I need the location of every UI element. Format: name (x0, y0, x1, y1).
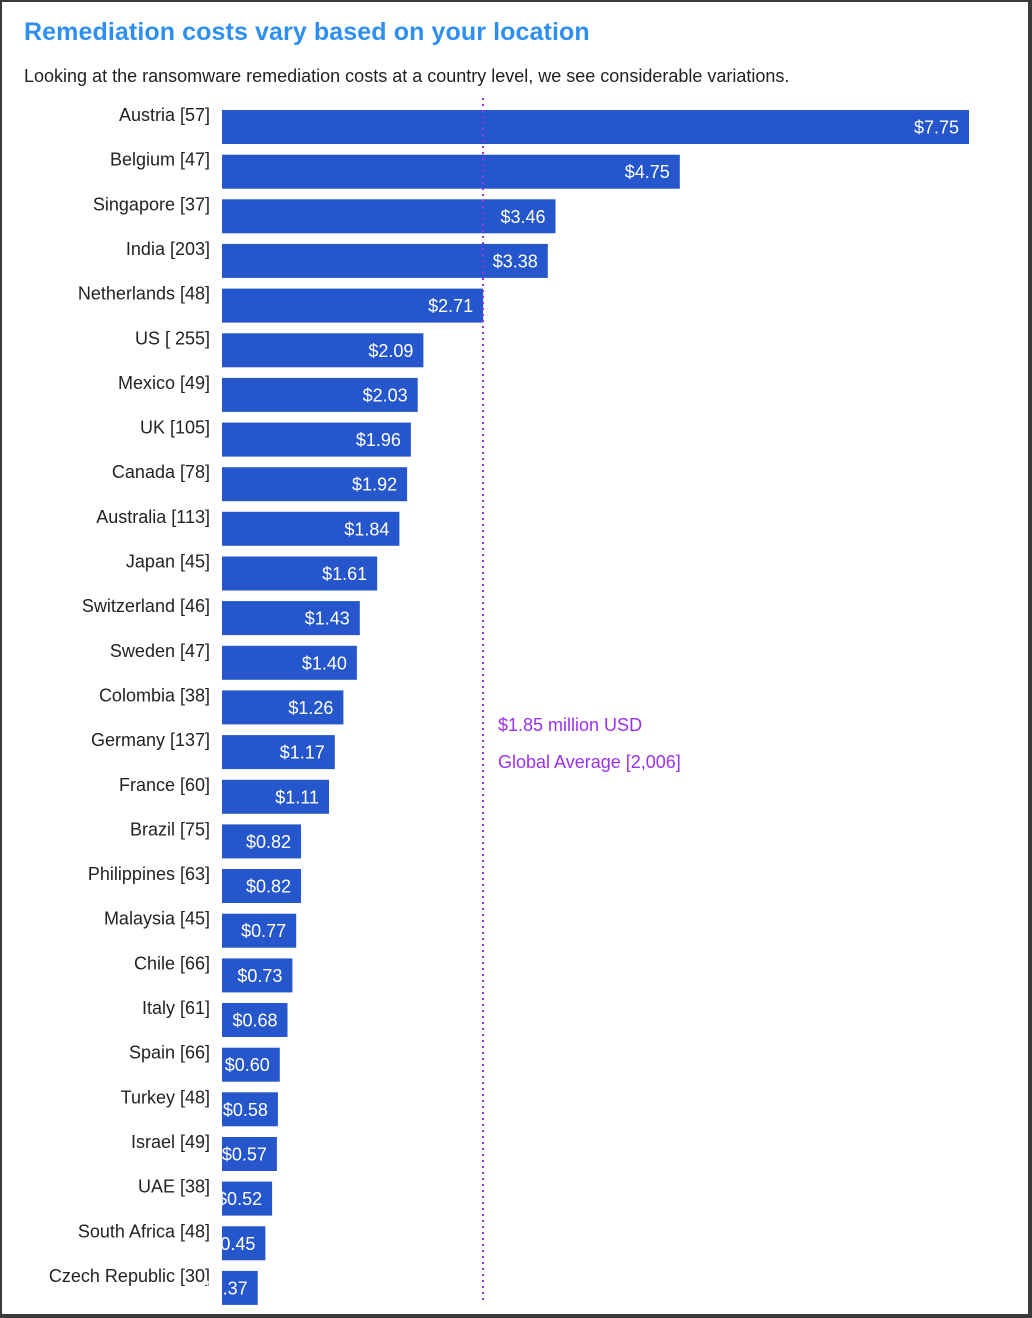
value-label-france: $1.11 (275, 787, 319, 807)
value-label-uk: $1.96 (356, 430, 401, 450)
category-label-canada: Canada [78] (112, 462, 210, 482)
bar-us (222, 333, 424, 368)
bar-austria (222, 110, 969, 144)
value-label-belgium: $4.75 (625, 162, 670, 182)
bar-malaysia (222, 913, 297, 948)
value-label-singapore: $3.46 (500, 207, 545, 227)
bar-turkey (222, 1092, 278, 1127)
value-label-switzerland: $1.43 (305, 609, 350, 629)
bar-australia (222, 511, 400, 546)
value-label-philippines: $0.82 (246, 877, 291, 897)
bar-netherlands (222, 288, 484, 323)
bar-uae (222, 1181, 273, 1216)
value-label-south-africa: $0.45 (210, 1234, 255, 1254)
value-label-colombia: $1.26 (288, 698, 333, 718)
category-label-belgium: Belgium [47] (110, 150, 210, 170)
category-label-czech-republic: Czech Republic [30] (49, 1266, 210, 1286)
value-label-italy: $0.68 (232, 1011, 277, 1031)
value-label-japan: $1.61 (322, 564, 367, 584)
category-label-sweden: Sweden [47] (110, 641, 210, 661)
bar-south-africa (222, 1226, 266, 1261)
bar-switzerland (222, 601, 360, 636)
chart-subtitle: Looking at the ransomware remediation co… (24, 66, 790, 86)
category-label-italy: Italy [61] (142, 998, 210, 1018)
value-label-mexico: $2.03 (363, 385, 408, 405)
category-label-philippines: Philippines [63] (88, 864, 210, 884)
category-label-chile: Chile [66] (134, 953, 210, 973)
bar-spain (222, 1047, 280, 1082)
bar-colombia (222, 690, 344, 725)
value-label-germany: $1.17 (280, 743, 325, 763)
category-label-uk: UK [105] (140, 418, 210, 438)
value-label-chile: $0.73 (237, 966, 282, 986)
value-label-turkey: $0.58 (223, 1100, 268, 1120)
category-label-malaysia: Malaysia [45] (104, 909, 210, 929)
category-label-colombia: Colombia [38] (99, 685, 210, 705)
value-label-malaysia: $0.77 (241, 921, 286, 941)
category-label-australia: Australia [113] (96, 507, 210, 527)
bar-uk (222, 422, 411, 457)
category-label-france: France [60] (119, 775, 210, 795)
bar-czech-republic (222, 1270, 258, 1305)
bar-sweden (222, 645, 357, 680)
category-label-brazil: Brazil [75] (130, 819, 210, 839)
bar-india (222, 243, 548, 278)
global-average-caption: Global Average [2,006] (498, 752, 681, 772)
category-label-mexico: Mexico [49] (118, 373, 210, 393)
value-label-us: $2.09 (368, 341, 413, 361)
bar-japan (222, 556, 378, 591)
category-label-south-africa: South Africa [48] (78, 1221, 210, 1241)
category-label-germany: Germany [137] (91, 730, 210, 750)
bar-france (222, 779, 329, 814)
value-label-australia: $1.84 (344, 519, 389, 539)
category-label-japan: Japan [45] (126, 552, 210, 572)
category-label-turkey: Turkey [48] (121, 1087, 210, 1107)
bar-germany (222, 735, 335, 770)
value-label-netherlands: $2.71 (428, 296, 473, 316)
category-label-switzerland: Switzerland [46] (82, 596, 210, 616)
category-label-israel: Israel [49] (131, 1132, 210, 1152)
category-label-singapore: Singapore [37] (93, 194, 210, 214)
value-label-sweden: $1.40 (302, 653, 347, 673)
bar-canada (222, 467, 408, 502)
category-label-netherlands: Netherlands [48] (78, 284, 210, 304)
bar-singapore (222, 199, 556, 234)
category-label-austria: Austria [57] (119, 105, 210, 125)
value-label-canada: $1.92 (352, 475, 397, 495)
value-label-uae: $0.52 (217, 1189, 262, 1209)
bar-belgium (222, 154, 680, 189)
bar-philippines (222, 869, 301, 903)
value-label-brazil: $0.82 (246, 832, 291, 852)
category-label-spain: Spain [66] (129, 1043, 210, 1063)
value-label-israel: $0.57 (222, 1145, 267, 1165)
bar-brazil (222, 824, 301, 859)
value-label-czech-republic: $0.37 (203, 1278, 248, 1298)
bar-italy (222, 1003, 288, 1037)
value-label-austria: $7.75 (914, 118, 959, 138)
category-label-india: India [203] (126, 239, 210, 259)
category-label-us: US [ 255] (135, 328, 210, 348)
chart-title: Remediation costs vary based on your loc… (24, 18, 590, 46)
value-label-india: $3.38 (493, 251, 538, 271)
category-label-uae: UAE [38] (138, 1177, 210, 1197)
value-label-spain: $0.60 (225, 1055, 270, 1075)
bar-mexico (222, 377, 418, 412)
bar-chile (222, 958, 293, 993)
bar-israel (222, 1137, 277, 1171)
global-average-value-label: $1.85 million USD (498, 715, 642, 735)
